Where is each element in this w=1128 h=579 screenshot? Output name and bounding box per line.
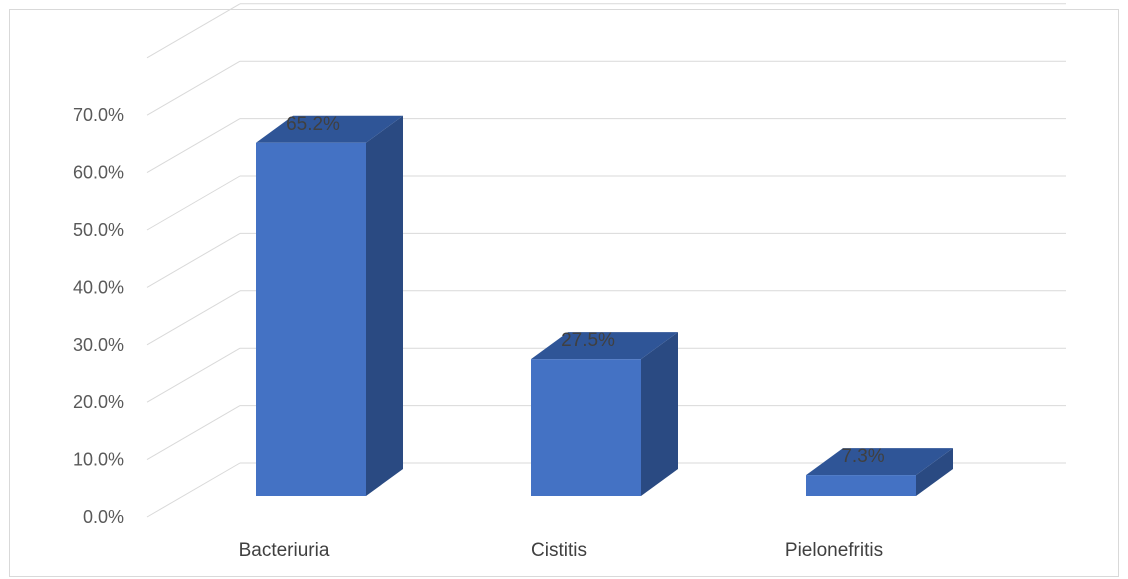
category-label: Bacteriuria (239, 540, 330, 561)
bar-bacteriuria (256, 115, 403, 496)
data-label: 7.3% (841, 446, 884, 467)
gridline-diagonal (146, 3, 241, 59)
y-axis-ticks: 0.0% 10.0% 20.0% 30.0% 40.0% 50.0% 60.0% 70.0% (73, 105, 124, 527)
y-tick-label: 70.0% (73, 105, 124, 125)
gridline-diagonal (146, 290, 241, 346)
gridline-diagonal (146, 232, 241, 288)
bar-side-face (641, 332, 678, 496)
bars (256, 115, 953, 496)
bar-top-face (256, 115, 403, 143)
category-label: Pielonefritis (785, 540, 883, 561)
bar-front-face (531, 359, 641, 496)
x-axis-categories: Bacteriuria Cistitis Pielonefritis (239, 540, 884, 561)
y-tick-label: 10.0% (73, 450, 124, 470)
bar-front-face (256, 142, 366, 496)
y-tick-label: 30.0% (73, 335, 124, 355)
data-labels: 65.2% 27.5% 7.3% (286, 114, 885, 467)
gridline-diagonal (146, 175, 241, 231)
y-tick-label: 0.0% (83, 507, 124, 527)
gridline-diagonal (146, 347, 241, 403)
bar-side-face (366, 115, 403, 496)
data-label: 27.5% (561, 330, 615, 351)
y-tick-label: 50.0% (73, 220, 124, 240)
gridline-diagonal (146, 462, 241, 518)
bar-pielonefritis (806, 448, 953, 496)
category-label: Cistitis (531, 540, 587, 561)
y-tick-label: 20.0% (73, 392, 124, 412)
y-tick-label: 40.0% (73, 277, 124, 297)
gridline-diagonal (146, 405, 241, 461)
bar-top-face (806, 448, 953, 476)
gridline-diagonal (146, 118, 241, 174)
data-label: 65.2% (286, 114, 340, 135)
bar-side-face (916, 448, 953, 496)
y-tick-label: 60.0% (73, 163, 124, 183)
bar-front-face (806, 475, 916, 496)
gridline-diagonal (146, 60, 241, 116)
bar-top-face (531, 332, 678, 360)
bar-cistitis (531, 332, 678, 496)
